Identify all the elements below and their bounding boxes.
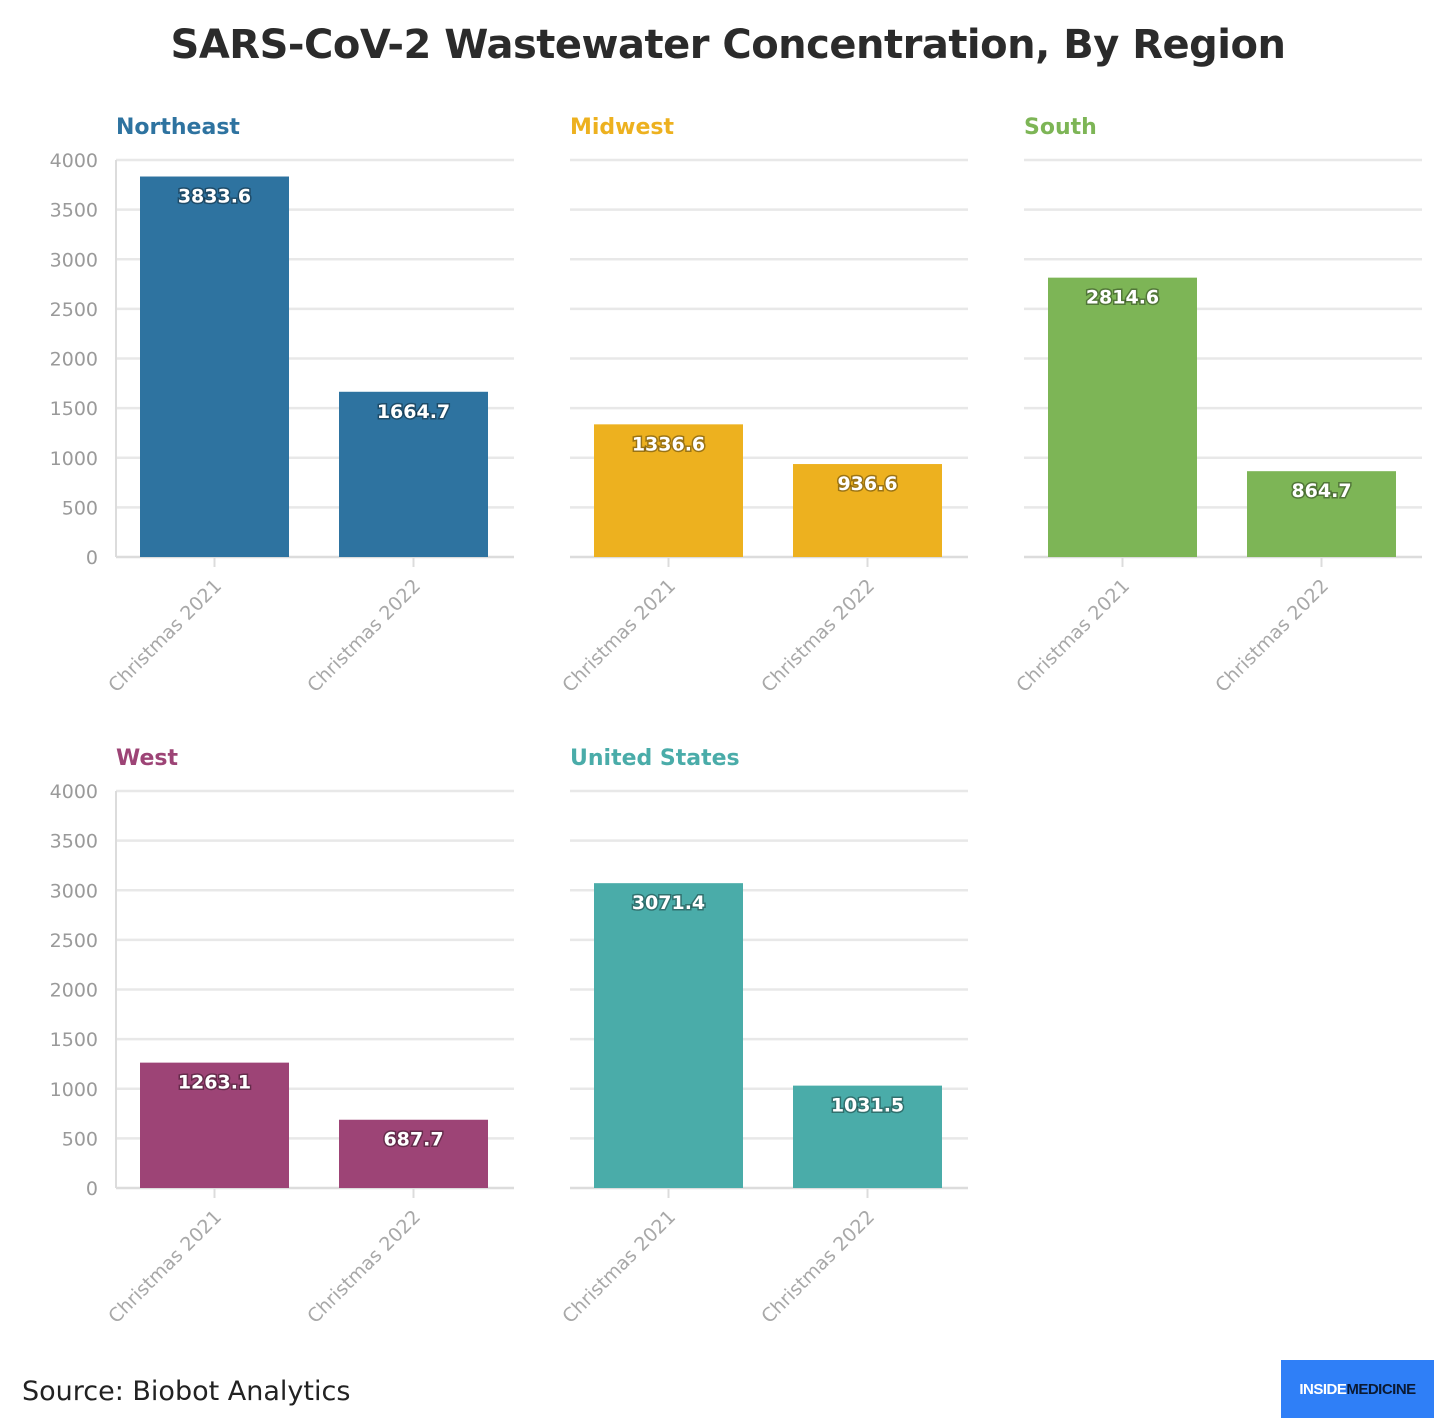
bar-west-christmas-2022 [339,1119,488,1188]
y-tick-label: 2000 [50,349,98,371]
x-tick-label: Christmas 2021 [1012,575,1134,697]
x-tick-label: Christmas 2022 [303,575,425,697]
panel-northeast: Northeast 0 500 1000 1500 2000 2500 3000 3500 400… [50,115,514,697]
bar-united-states-christmas-2021 [594,883,743,1188]
y-tick-label: 0 [86,1178,98,1200]
y-tick-label: 4000 [50,781,98,803]
bar-west-christmas-2021 [140,1062,289,1188]
y-tick-label: 3500 [50,831,98,853]
bar-northeast-christmas-2022 [339,391,488,557]
y-tick-label: 2000 [50,980,98,1002]
bar-south-christmas-2021 [1048,277,1197,557]
panel-south: South 2814.6 Christmas 2021 864.7 Christmas … [1012,115,1422,697]
bar-value-label: 687.7 [383,1129,443,1151]
bar-midwest-christmas-2022 [793,464,942,557]
bar-value-label: 936.6 [837,473,897,495]
panel-title-south: South [1024,115,1097,140]
x-tick-label: Christmas 2021 [104,575,226,697]
bar-south-christmas-2022 [1247,471,1396,557]
x-tick-label: Christmas 2021 [558,575,680,697]
y-tick-label: 1500 [50,398,98,420]
y-tick-label: 3000 [50,880,98,902]
y-tick-label: 1500 [50,1029,98,1051]
x-tick-label: Christmas 2022 [303,1206,425,1328]
y-tick-label: 500 [62,1128,98,1150]
bar-value-label: 1263.1 [178,1072,251,1094]
x-tick-label: Christmas 2022 [1211,575,1333,697]
panel-midwest: Midwest 1336.6 Christmas 2021 936.6 Christma… [558,115,968,697]
bar-value-label: 3833.6 [178,186,251,208]
y-tick-label: 0 [86,547,98,569]
x-tick-label: Christmas 2021 [558,1206,680,1328]
bar-united-states-christmas-2022 [793,1085,942,1188]
panel-title-west: West [116,746,178,771]
x-tick-label: Christmas 2022 [757,575,879,697]
panel-west: West 0 500 1000 1500 2000 2500 3000 3500 4000 1263… [50,746,514,1328]
panel-title-united-states: United States [570,746,740,771]
y-tick-label: 3500 [50,200,98,222]
x-tick-label: Christmas 2021 [104,1206,226,1328]
bar-value-label: 3071.4 [632,892,705,914]
y-tick-label: 2500 [50,299,98,321]
y-tick-label: 4000 [50,150,98,172]
source-note: Source: Biobot Analytics [22,1376,351,1407]
y-tick-label: 500 [62,497,98,519]
inside-medicine-logo: INSIDE MEDICINE [1281,1360,1434,1418]
panel-title-northeast: Northeast [116,115,240,140]
panel-united-states: United States 3071.4 Christmas 2021 1031.5 C… [558,746,968,1328]
x-tick-label: Christmas 2022 [757,1206,879,1328]
bar-value-label: 1336.6 [632,433,705,455]
bar-northeast-christmas-2021 [140,176,289,557]
panel-title-midwest: Midwest [570,115,675,140]
bar-value-label: 864.7 [1291,480,1351,502]
bar-value-label: 1031.5 [831,1095,904,1117]
bar-midwest-christmas-2021 [594,424,743,557]
y-tick-label: 1000 [50,1079,98,1101]
y-tick-label: 1000 [50,448,98,470]
y-tick-label: 2500 [50,930,98,952]
y-tick-label: 3000 [50,249,98,271]
chart-title: SARS-CoV-2 Wastewater Concentration, By … [170,22,1286,68]
bar-value-label: 1664.7 [377,401,450,423]
bar-value-label: 2814.6 [1086,287,1159,309]
